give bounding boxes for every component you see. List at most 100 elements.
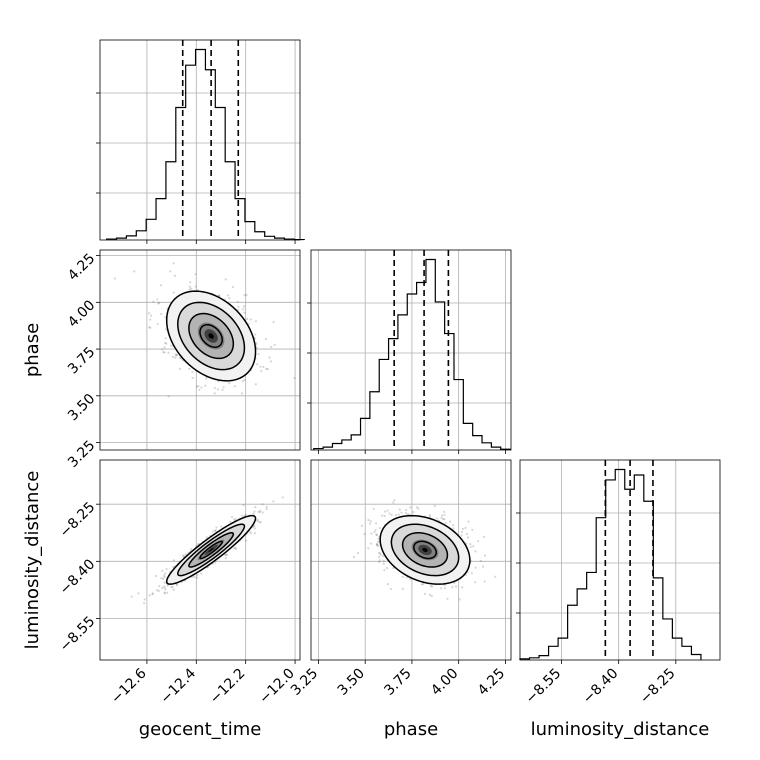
- scatter-point: [188, 288, 191, 291]
- contour-line: [199, 540, 223, 560]
- y-axis-label-phase: phase: [22, 323, 43, 377]
- scatter-point: [360, 524, 364, 527]
- x-tick-label: 3.75: [381, 666, 414, 699]
- y-tick-label: −8.40: [57, 556, 99, 598]
- scatter-point: [246, 317, 249, 321]
- scatter-point: [440, 516, 443, 520]
- scatter-point: [268, 356, 271, 359]
- x-tick-label: −12.6: [108, 665, 150, 707]
- scatter-point: [149, 326, 152, 329]
- scatter-point: [378, 526, 382, 530]
- scatter-point: [382, 562, 385, 565]
- scatter-point: [446, 597, 449, 600]
- scatter-point: [164, 341, 167, 345]
- scatter-point: [225, 554, 228, 557]
- scatter-point: [379, 552, 382, 555]
- scatter-point: [164, 572, 167, 575]
- scatter-point: [255, 346, 259, 349]
- scatter-point: [214, 529, 217, 532]
- scatter-point: [164, 337, 167, 340]
- scatter-point: [253, 510, 256, 513]
- x-tick-label: 4.00: [428, 666, 461, 699]
- histogram-steps-luminosity_distance: [519, 468, 702, 660]
- scatter-point: [442, 517, 445, 521]
- scatter-point: [163, 351, 166, 354]
- scatter-point: [270, 346, 273, 349]
- scatter-point: [245, 539, 248, 542]
- scatter-point: [173, 274, 177, 277]
- scatter-point: [383, 510, 387, 513]
- x-tick-label: −12.2: [207, 666, 249, 708]
- scatter-point: [375, 533, 379, 537]
- scatter-point: [455, 585, 458, 588]
- scatter-point: [148, 326, 151, 329]
- scatter-point: [375, 533, 378, 536]
- scatter-point: [465, 532, 468, 536]
- scatter-point: [420, 583, 424, 586]
- scatter-point: [382, 559, 385, 563]
- scatter-point: [259, 509, 262, 512]
- scatter-point: [453, 581, 456, 585]
- scatter-point: [379, 553, 382, 557]
- scatter-point: [190, 548, 193, 551]
- scatter-panel-geocent_time-phase: [99, 249, 301, 451]
- scatter-point: [481, 565, 485, 568]
- scatter-point: [483, 580, 486, 583]
- scatter-point: [133, 270, 136, 273]
- scatter-point: [443, 513, 446, 517]
- scatter-point: [243, 294, 246, 297]
- scatter-point: [196, 573, 199, 577]
- scatter-point: [165, 342, 168, 345]
- scatter-point: [377, 537, 380, 540]
- scatter-point: [193, 575, 196, 578]
- scatter-point: [479, 559, 482, 563]
- scatter-point: [130, 595, 133, 598]
- scatter-point: [356, 552, 360, 555]
- x-tick-label: −12.4: [157, 665, 199, 707]
- scatter-point: [398, 508, 401, 511]
- scatter-point: [245, 293, 248, 297]
- scatter-point: [188, 367, 191, 371]
- scatter-point: [352, 555, 355, 559]
- scatter-point: [165, 568, 168, 571]
- scatter-point: [369, 542, 373, 545]
- contour-line: [401, 532, 449, 568]
- scatter-point: [166, 591, 169, 594]
- scatter-point: [258, 510, 262, 514]
- scatter-point: [163, 346, 166, 349]
- scatter-point: [240, 392, 243, 395]
- scatter-point: [155, 574, 158, 578]
- scatter-point: [494, 575, 497, 578]
- scatter-point: [272, 321, 275, 324]
- scatter-point: [237, 308, 240, 311]
- scatter-point: [194, 273, 197, 276]
- scatter-point: [390, 513, 393, 517]
- scatter-point: [256, 363, 259, 366]
- x-axis-label-geocent_time: geocent_time: [139, 719, 262, 740]
- scatter-point: [440, 514, 444, 517]
- scatter-point: [458, 598, 461, 601]
- scatter-point: [405, 576, 408, 579]
- scatter-point: [429, 585, 433, 588]
- scatter-point: [161, 587, 164, 590]
- scatter-point: [172, 588, 175, 591]
- scatter-point: [483, 554, 487, 557]
- scatter-point: [172, 262, 175, 265]
- scatter-point: [137, 592, 140, 595]
- scatter-point: [261, 511, 264, 514]
- scatter-point: [374, 528, 377, 531]
- scatter-point: [170, 344, 173, 347]
- scatter-point: [174, 356, 177, 359]
- scatter-point: [166, 584, 169, 587]
- scatter-point: [162, 350, 165, 354]
- scatter-point: [461, 527, 465, 530]
- scatter-point: [163, 575, 166, 579]
- scatter-point: [175, 583, 179, 587]
- scatter-point: [431, 585, 434, 588]
- scatter-point: [258, 520, 261, 524]
- scatter-point: [272, 500, 275, 503]
- scatter-point: [373, 530, 376, 534]
- scatter-point: [257, 510, 260, 513]
- scatter-point: [259, 365, 262, 368]
- scatter-point: [273, 343, 276, 347]
